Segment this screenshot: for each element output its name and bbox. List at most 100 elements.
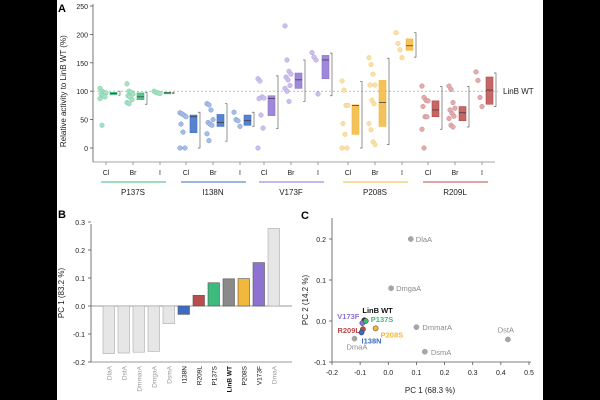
- x-tick-label-a: Cl: [425, 170, 432, 177]
- data-point: [178, 121, 184, 127]
- group-label: I138N: [202, 188, 224, 197]
- x-tick-label-b: LinB WT: [227, 366, 234, 392]
- data-point: [99, 122, 105, 128]
- data-point: [180, 129, 186, 135]
- x-tick-label-b: V173F: [257, 366, 264, 385]
- point-dlaa: [407, 236, 414, 242]
- whisker: [145, 91, 148, 105]
- point-label: DsmA: [431, 348, 451, 357]
- data-point: [204, 131, 210, 137]
- point-label: DstA: [498, 325, 514, 334]
- x-tick-label-c: 0.4: [496, 370, 506, 377]
- point-p137s: [362, 318, 369, 324]
- y-tick-label-b: 0.0: [75, 304, 85, 311]
- x-tick-label-c: -0.1: [354, 370, 366, 377]
- data-point: [372, 142, 378, 148]
- x-tick-label-a: I: [239, 170, 241, 177]
- data-point: [341, 87, 347, 93]
- y-tick-label-b: 0.1: [75, 276, 85, 283]
- y-tick-label-b: -0.1: [73, 332, 85, 339]
- data-point: [475, 77, 481, 83]
- data-point: [451, 113, 457, 119]
- x-tick-label-b: P137S: [212, 365, 219, 385]
- panel-label-c: C: [301, 210, 309, 222]
- x-tick-label-c: 0.0: [383, 370, 393, 377]
- data-point: [448, 86, 454, 93]
- x-tick-label-a: Br: [210, 170, 218, 177]
- box: [458, 106, 467, 122]
- whisker: [387, 57, 390, 145]
- data-point: [339, 78, 345, 84]
- panel-label-b: B: [58, 209, 66, 221]
- data-point: [182, 145, 188, 151]
- data-point: [479, 103, 485, 110]
- x-tick-label-b: DmaA: [272, 365, 279, 384]
- data-point: [287, 82, 293, 89]
- data-point: [313, 57, 319, 63]
- box: [294, 72, 303, 89]
- data-point: [420, 103, 426, 110]
- point-label: R209L: [337, 326, 360, 335]
- x-tick-label-c: 0.1: [412, 370, 422, 377]
- box: [321, 55, 330, 80]
- data-point: [345, 102, 351, 108]
- box: [267, 95, 276, 116]
- data-point: [97, 96, 103, 102]
- point-p208s: [372, 325, 379, 332]
- point-dsma: [422, 348, 428, 355]
- group-label: R209L: [443, 188, 467, 197]
- data-point: [340, 121, 346, 127]
- x-tick-label-a: Br: [372, 170, 380, 177]
- point-label: DmaA: [347, 343, 368, 352]
- data-point: [477, 94, 483, 100]
- data-point: [419, 83, 425, 89]
- y-tick-label-a: 250: [76, 4, 88, 11]
- data-point: [129, 97, 135, 103]
- data-point: [255, 145, 261, 151]
- data-point: [344, 145, 350, 151]
- data-point: [282, 23, 288, 29]
- y-axis-label-b: PC 1 (83.2 %): [57, 268, 66, 319]
- box: [216, 114, 225, 127]
- whisker: [414, 32, 417, 58]
- data-point: [339, 145, 345, 151]
- box: [405, 38, 414, 51]
- point-dmmara: [413, 324, 420, 330]
- data-point: [284, 57, 290, 63]
- data-point: [235, 118, 241, 124]
- y-tick-label-b: 0.2: [75, 248, 85, 255]
- y-tick-label-a: 50: [80, 118, 88, 125]
- x-tick-label-a: I: [317, 170, 319, 177]
- whisker: [360, 81, 363, 149]
- data-point: [421, 145, 427, 151]
- whisker: [440, 86, 443, 130]
- point-label: I138N: [362, 336, 382, 345]
- data-point: [257, 78, 263, 84]
- y-tick-label-c: 0.0: [316, 319, 326, 326]
- y-tick-label-a: 150: [76, 61, 88, 68]
- whisker: [494, 72, 497, 107]
- bar-p137s: [207, 282, 220, 307]
- data-point: [473, 69, 479, 75]
- x-tick-label-a: Cl: [261, 170, 268, 177]
- data-point: [309, 50, 315, 56]
- panel-label-a: A: [58, 3, 66, 15]
- data-point: [370, 71, 376, 77]
- data-point: [366, 121, 372, 127]
- data-point: [206, 102, 212, 108]
- y-tick-label-c: 0.2: [316, 237, 326, 244]
- box: [485, 76, 494, 105]
- data-point: [397, 47, 403, 53]
- x-tick-label-a: Cl: [345, 170, 352, 177]
- x-tick-label-b: I138N: [182, 366, 189, 384]
- x-tick-label-a: I: [481, 170, 483, 177]
- data-point: [256, 96, 262, 102]
- bar-dsma: [162, 305, 175, 324]
- bar-p208s: [237, 278, 250, 307]
- x-tick-label-a: Cl: [183, 170, 190, 177]
- box: [431, 100, 440, 118]
- data-point: [419, 126, 425, 132]
- data-point: [395, 40, 401, 47]
- data-point: [183, 114, 189, 120]
- bar-v173f: [252, 262, 265, 307]
